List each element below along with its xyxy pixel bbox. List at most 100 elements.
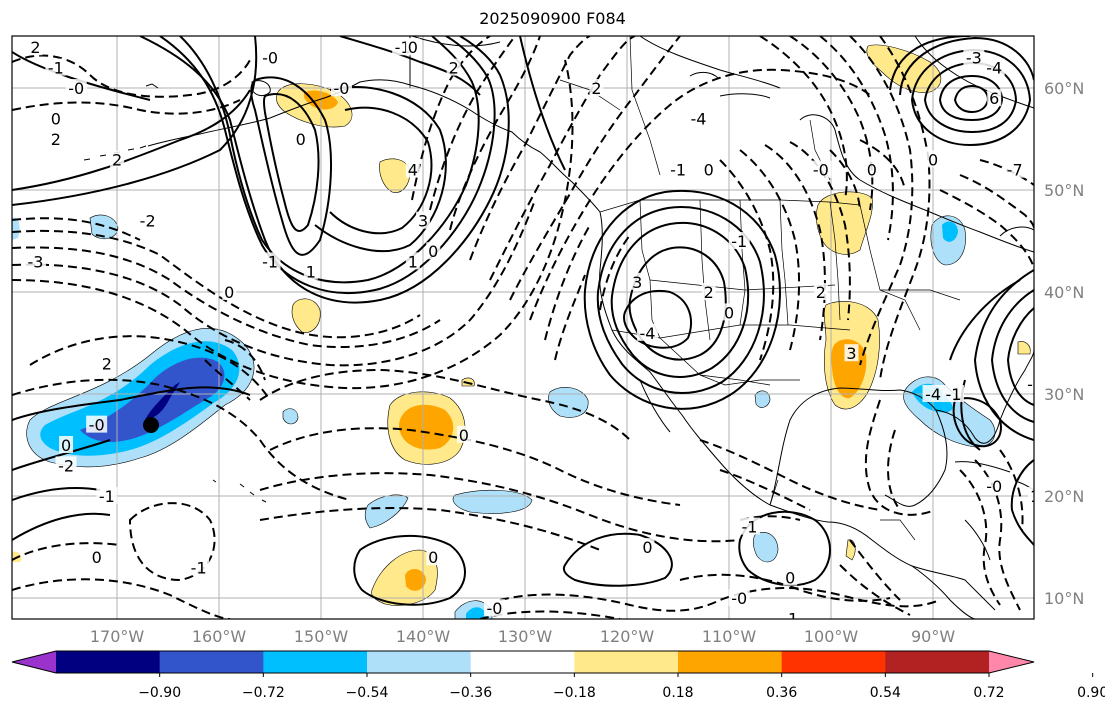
contour-label: -1: [262, 252, 278, 271]
contour-label: 0: [51, 110, 61, 129]
contour-label: 2: [704, 283, 714, 302]
colorbar-label: 0.36: [766, 685, 797, 701]
contour-label: -1: [191, 558, 207, 577]
longitude-label: 130°W: [498, 627, 553, 646]
contour-label: 3: [846, 344, 856, 363]
contour-label: 3: [632, 273, 642, 292]
contour-labels: 2-1-0022-00-0-1024310-110-3-22-00-2-10-1…: [24, 38, 1043, 628]
contour-label-background: [926, 150, 941, 168]
contour-label: 1: [1030, 487, 1040, 506]
contour-label: 6: [989, 89, 999, 108]
negative-anomaly-region: [942, 221, 958, 242]
contour-label-background: [1028, 487, 1034, 505]
contour-label-background: [48, 130, 63, 148]
contour-label: 2: [102, 354, 112, 373]
contour-label: -0: [813, 161, 829, 180]
contour-label: -1: [731, 232, 747, 251]
contour-label: -2: [58, 456, 74, 475]
contour-label-background: [864, 160, 879, 178]
contour-label-background: [405, 38, 420, 56]
contour-label-background: [28, 38, 43, 56]
positive-anomaly-region: [371, 549, 438, 606]
contour-label: 0: [867, 161, 877, 180]
latitude-label: 20°N: [1044, 487, 1084, 506]
contour-label: -3: [27, 252, 43, 271]
contour-label: -0: [333, 79, 349, 98]
contour-label-background: [963, 48, 985, 66]
contour-label-background: [722, 303, 737, 321]
positive-anomaly-region: [1017, 341, 1031, 355]
longitude-label: 110°W: [702, 627, 757, 646]
contour-label-background: [48, 109, 63, 127]
contours-dashed: [12, 36, 1034, 619]
contour-label: 0: [928, 150, 938, 169]
contour-label-background: [89, 548, 104, 566]
colorbar-segment: [470, 651, 575, 673]
contour-label-background: [59, 436, 74, 454]
contour-label-background: [137, 211, 159, 229]
contour-label-background: [405, 252, 420, 270]
contour-label-background: [942, 385, 964, 403]
colorbar-segment: [885, 651, 990, 673]
contour-label: 2: [30, 38, 40, 57]
latitude-label: 50°N: [1044, 181, 1084, 200]
contour-label-background: [738, 517, 760, 535]
contour-label-background: [779, 609, 801, 619]
contour-label-background: [640, 538, 655, 556]
contour-label-background: [983, 476, 1005, 494]
colorbar-label: −0.72: [242, 685, 285, 701]
colorbar-label: −0.54: [346, 685, 389, 701]
colorbar-outline: [11, 650, 1035, 674]
contour-label-background: [813, 283, 828, 301]
contour-label-background: [45, 58, 67, 76]
colorbar-extend-high: [989, 651, 1034, 673]
contour-label: 0: [428, 242, 438, 261]
contour-label-background: [65, 79, 87, 97]
contour-label: -4: [690, 110, 706, 129]
negative-anomaly-region: [282, 408, 299, 425]
positive-anomaly-region: [291, 298, 321, 333]
negative-anomaly-region: [452, 489, 533, 514]
latitude-label: 60°N: [1044, 79, 1084, 98]
contour-label-background: [446, 58, 461, 76]
contour-label: -2: [1027, 375, 1043, 394]
contour-label-background: [987, 89, 1002, 107]
contour-label-background: [630, 272, 645, 290]
latitude-label: 10°N: [1044, 589, 1084, 608]
contour-label-background: [983, 58, 1005, 76]
contour-label: 0: [224, 283, 234, 302]
negative-anomaly-region: [80, 357, 225, 442]
positive-anomaly-region: [379, 158, 411, 193]
colorbar: −0.90 −0.72 −0.54 −0.36 −0.18 0.18 0.36 0.54 0.7…: [11, 650, 1105, 701]
contour-label: 0: [459, 426, 469, 445]
contour-label-background: [110, 150, 125, 168]
colorbar-label: 0.90: [1077, 685, 1105, 701]
contour-label: -1: [741, 518, 757, 537]
positive-anomaly-region: [845, 539, 856, 561]
contour-label: -7: [1007, 161, 1023, 180]
colorbar-label: −0.36: [449, 685, 492, 701]
storm-center-marker: [143, 417, 159, 433]
contour-label-background: [99, 354, 114, 372]
longitude-label: 90°W: [911, 627, 955, 646]
contour-label: -1: [670, 161, 686, 180]
colorbar-segment: [159, 651, 264, 673]
contour-label: 1: [408, 252, 418, 271]
contour-label: -0: [731, 589, 747, 608]
contour-label-background: [330, 79, 352, 97]
contour-label: -4: [925, 385, 941, 404]
contour-label: 2: [112, 150, 122, 169]
contour-label-background: [188, 558, 210, 576]
contour-label: -0: [68, 79, 84, 98]
colorbar-label: −0.18: [553, 685, 596, 701]
longitude-label: 160°W: [192, 627, 247, 646]
contour-label-background: [701, 160, 716, 178]
contour-label: -0: [986, 477, 1002, 496]
contour-label: 0: [704, 161, 714, 180]
contour-label: 0: [92, 548, 102, 567]
map-title: 2025090900 F084: [479, 9, 626, 28]
contour-label-background: [728, 232, 750, 250]
contour-label: 0: [296, 130, 306, 149]
contour-label: -1: [782, 609, 798, 628]
colorbar-segment: [367, 651, 472, 673]
